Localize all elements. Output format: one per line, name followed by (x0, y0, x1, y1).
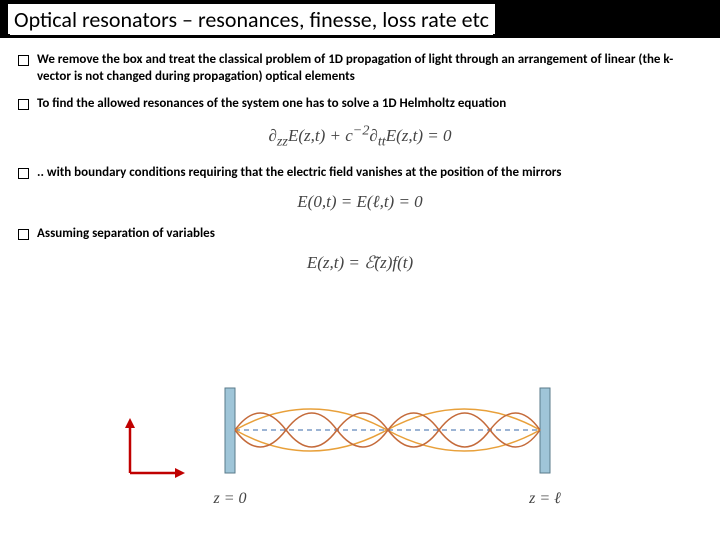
bullet-text: .. with boundary conditions requiring th… (37, 165, 561, 182)
equation-helmholtz: ∂zzE(z,t) + c−2∂ttE(z,t) = 0 (18, 123, 702, 151)
mirror-left (225, 388, 235, 473)
title-wrap: Optical resonators – resonances, finesse… (8, 4, 495, 34)
checkbox-icon (18, 99, 29, 110)
resonator-diagram: z = 0 z = ℓ (0, 378, 720, 528)
bullet-text: Assuming separation of variables (37, 226, 215, 243)
axis-arrows-icon (125, 418, 185, 478)
bullet-item: We remove the box and treat the classica… (18, 52, 702, 86)
equation-boundary: E(0,t) = E(ℓ,t) = 0 (18, 192, 702, 212)
checkbox-icon (18, 168, 29, 179)
bullet-text: To find the allowed resonances of the sy… (37, 96, 506, 113)
label-zl: z = ℓ (528, 490, 561, 507)
label-z0: z = 0 (212, 490, 246, 507)
page-title: Optical resonators – resonances, finesse… (10, 4, 493, 35)
checkbox-icon (18, 229, 29, 240)
bullet-item: To find the allowed resonances of the sy… (18, 96, 702, 113)
bullet-item: Assuming separation of variables (18, 226, 702, 243)
title-bar: Optical resonators – resonances, finesse… (0, 0, 720, 38)
content-area: We remove the box and treat the classica… (0, 38, 720, 273)
bullet-item: .. with boundary conditions requiring th… (18, 165, 702, 182)
equation-separation: E(z,t) = ℰ̃(z)f(t) (18, 253, 702, 273)
bullet-text: We remove the box and treat the classica… (37, 52, 702, 86)
diagram-svg: z = 0 z = ℓ (0, 378, 720, 528)
mirror-right (540, 388, 550, 473)
checkbox-icon (18, 55, 29, 66)
